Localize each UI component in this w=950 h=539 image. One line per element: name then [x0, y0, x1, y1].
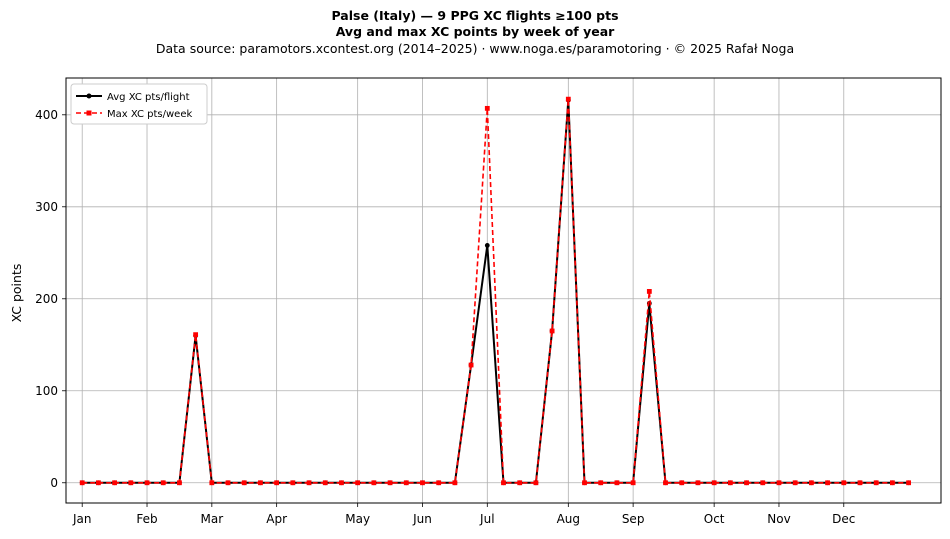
x-tick-label: Apr: [266, 512, 287, 526]
y-axis-title: XC points: [9, 264, 24, 323]
y-tick-label: 400: [35, 108, 58, 122]
max-point: [711, 480, 717, 486]
y-tick-label: 300: [35, 200, 58, 214]
max-point: [857, 480, 863, 486]
max-point: [517, 480, 523, 486]
max-point: [96, 480, 101, 486]
x-tick-label: Nov: [767, 512, 790, 526]
max-point: [322, 480, 328, 486]
x-tick-label: Dec: [832, 512, 855, 526]
max-point: [727, 480, 733, 486]
max-point: [290, 480, 296, 486]
max-point: [695, 480, 701, 486]
max-point: [549, 328, 555, 334]
max-point: [468, 362, 474, 368]
x-tick-label: Aug: [557, 512, 580, 526]
x-tick-label: Feb: [136, 512, 157, 526]
max-point: [825, 480, 830, 486]
max-point: [144, 480, 150, 486]
max-point: [776, 480, 782, 486]
max-point: [873, 480, 879, 486]
x-tick-label: Sep: [622, 512, 645, 526]
legend-max-marker: [86, 110, 92, 116]
max-point: [420, 480, 425, 486]
max-point: [565, 96, 571, 102]
x-tick-label: May: [345, 512, 370, 526]
chart-titles: Palse (Italy) — 9 PPG XC flights ≥100 pt…: [0, 8, 950, 57]
max-point: [744, 480, 749, 486]
max-point: [387, 480, 393, 486]
max-point: [160, 480, 166, 486]
legend: Avg XC pts/flight Max XC pts/week: [70, 83, 208, 125]
max-point: [484, 105, 490, 111]
x-tick-label: Jun: [412, 512, 432, 526]
legend-avg-marker: [86, 93, 92, 99]
max-point: [258, 480, 263, 486]
max-point: [792, 480, 798, 486]
axis-ticks: Jan Feb Mar Apr May Jun Jul Aug Sep Oct Nov Dec 0 100…: [35, 108, 855, 526]
max-point: [663, 480, 668, 486]
max-point: [889, 480, 895, 486]
max-point: [808, 480, 814, 486]
max-point: [679, 480, 685, 486]
x-tick-label: Jul: [479, 512, 494, 526]
legend-box: [70, 83, 208, 125]
max-point: [225, 480, 231, 486]
max-point: [436, 480, 442, 486]
max-point: [403, 480, 409, 486]
max-point: [241, 480, 247, 486]
plot-frame: [65, 77, 942, 504]
max-point: [501, 480, 506, 486]
max-point: [371, 480, 377, 486]
max-point: [79, 480, 85, 486]
max-point: [582, 480, 587, 486]
max-point: [177, 480, 182, 486]
y-tick-label: 100: [35, 384, 58, 398]
max-point: [533, 480, 539, 486]
chart-subtitle: Data source: paramotors.xcontest.org (20…: [155, 41, 795, 56]
max-point: [209, 480, 215, 486]
y-tick-label: 200: [35, 292, 58, 306]
max-point: [614, 480, 620, 486]
max-point: [906, 480, 911, 486]
max-point: [646, 289, 652, 294]
x-tick-label: Jan: [72, 512, 92, 526]
series-line-max: [82, 98, 909, 484]
legend-avg-label: Avg XC pts/flight: [107, 92, 190, 103]
max-point: [630, 480, 636, 486]
avg-point: [484, 243, 490, 248]
grid-lines: [66, 78, 941, 503]
max-point: [355, 480, 361, 486]
legend-max-label: Max XC pts/week: [107, 109, 192, 120]
max-point: [306, 480, 312, 486]
max-point: [339, 480, 344, 486]
max-point: [760, 480, 766, 486]
chart-title-line2: Avg and max XC points by week of year: [335, 24, 615, 39]
max-point: [841, 480, 847, 486]
x-tick-label: Mar: [201, 512, 224, 526]
max-point: [274, 480, 280, 486]
max-point: [598, 480, 604, 486]
max-point: [128, 480, 134, 486]
max-point: [193, 332, 199, 338]
series-layer: [79, 96, 911, 486]
y-tick-label: 0: [50, 476, 58, 490]
x-tick-label: Oct: [704, 512, 725, 526]
max-point: [112, 480, 118, 486]
chart-title-line1: Palse (Italy) — 9 PPG XC flights ≥100 pt…: [331, 8, 619, 23]
max-point: [452, 480, 458, 486]
